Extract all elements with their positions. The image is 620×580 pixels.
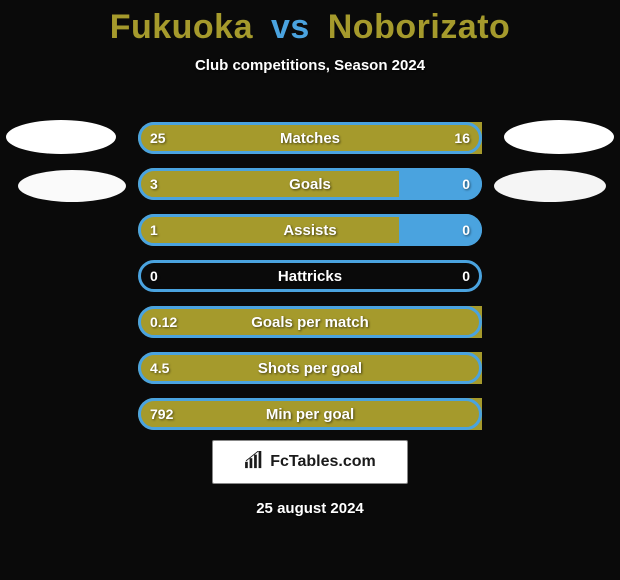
stat-metric-label: Hattricks — [138, 260, 482, 292]
brand-badge: FcTables.com — [212, 440, 408, 484]
date-label: 25 august 2024 — [0, 500, 620, 517]
title-player1: Fukuoka — [110, 8, 253, 46]
title-player2: Noborizato — [328, 8, 511, 46]
stat-metric-label: Assists — [138, 214, 482, 246]
chart-icon — [244, 451, 266, 474]
stat-row: 2516Matches — [138, 122, 482, 154]
comparison-card: Fukuoka vs Noborizato Club competitions,… — [0, 0, 620, 580]
stat-row: 00Hattricks — [138, 260, 482, 292]
decor-ellipse-bottom-left — [18, 170, 126, 202]
comparison-chart: 2516Matches 30Goals 10Assists 00Hattricks 0.… — [138, 122, 482, 444]
subtitle: Club competitions, Season 2024 — [0, 57, 620, 74]
stat-row: 792Min per goal — [138, 398, 482, 430]
stat-metric-label: Min per goal — [138, 398, 482, 430]
decor-ellipse-top-left — [6, 120, 116, 154]
stat-row: 4.5Shots per goal — [138, 352, 482, 384]
stat-row: 10Assists — [138, 214, 482, 246]
decor-ellipse-bottom-right — [494, 170, 606, 202]
stat-metric-label: Shots per goal — [138, 352, 482, 384]
stat-metric-label: Goals per match — [138, 306, 482, 338]
title-vs: vs — [271, 8, 310, 46]
stat-row: 30Goals — [138, 168, 482, 200]
decor-ellipse-top-right — [504, 120, 614, 154]
stat-metric-label: Matches — [138, 122, 482, 154]
page-title: Fukuoka vs Noborizato — [0, 8, 620, 47]
stat-row: 0.12Goals per match — [138, 306, 482, 338]
stat-metric-label: Goals — [138, 168, 482, 200]
brand-text: FcTables.com — [270, 453, 376, 471]
